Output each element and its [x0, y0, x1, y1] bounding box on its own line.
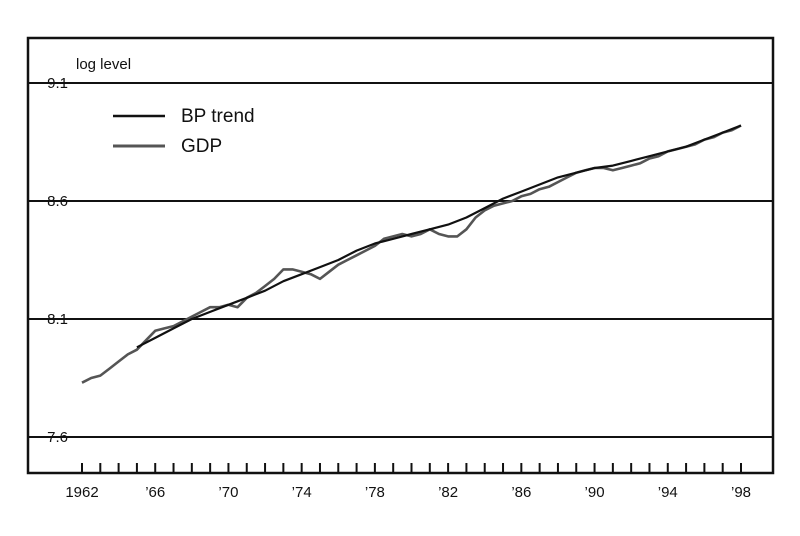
- x-tick-label: ’74: [292, 484, 312, 501]
- y-tick-label: 8.1: [47, 311, 68, 328]
- x-tick-label: ’86: [511, 484, 531, 501]
- x-tick-label: ’70: [218, 484, 238, 501]
- y-tick-labels: 7.6 8.1 8.6 9.1: [47, 75, 68, 446]
- plot-frame: [26, 36, 775, 475]
- x-tick-label: ’82: [438, 484, 458, 501]
- legend-label: GDP: [181, 136, 222, 157]
- y-tick-label: 9.1: [47, 75, 68, 92]
- x-tick-label: ’98: [731, 484, 751, 501]
- series-line-bp-trend: [136, 124, 742, 349]
- x-tick-label: ’66: [145, 484, 165, 501]
- y-tick-label: 8.6: [47, 193, 68, 210]
- y-tick-label: 7.6: [47, 429, 68, 446]
- legend-label: BP trend: [181, 106, 255, 127]
- legend: BP trend GDP: [113, 106, 255, 157]
- x-ticks: [81, 463, 742, 473]
- series-line-gdp: [81, 124, 742, 384]
- x-tick-label: ’94: [658, 484, 678, 501]
- x-tick-label: ’90: [585, 484, 605, 501]
- x-tick-labels: 1962 ’66 ’70 ’74 ’78 ’82 ’86 ’90 ’94 ’98: [65, 484, 751, 501]
- x-tick-label: ’78: [365, 484, 385, 501]
- x-tick-label: 1962: [65, 484, 98, 501]
- series-lines: [81, 124, 742, 384]
- y-axis-label: log level: [76, 56, 131, 73]
- gridlines: [28, 82, 773, 438]
